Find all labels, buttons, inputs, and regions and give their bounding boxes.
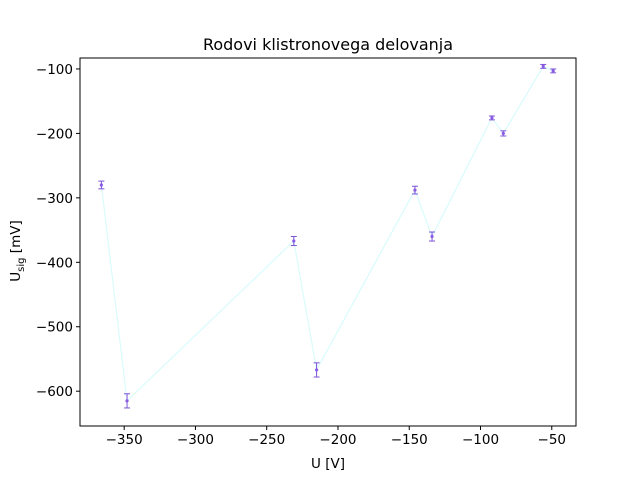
y-axis-label-main: U xyxy=(8,272,24,282)
axes-layer: −350 −300 −250 −200 −150 −100 −50 −600 −500 −400 −… xyxy=(36,57,577,448)
data-point xyxy=(290,236,297,247)
y-axis-label-unit: [mV] xyxy=(8,220,24,257)
y-tick-label: −600 xyxy=(36,384,73,400)
data-marker xyxy=(314,368,319,372)
data-point xyxy=(488,115,495,121)
data-marker xyxy=(99,183,103,187)
y-axis-label-subscript: sig xyxy=(16,257,27,271)
data-marker xyxy=(541,64,545,68)
x-tick-label: −200 xyxy=(319,432,356,448)
chart-title: Rodovi klistronovega delovanja xyxy=(203,35,453,54)
y-tick-label: −100 xyxy=(36,62,73,78)
data-marker xyxy=(125,399,129,403)
y-tick-label: −300 xyxy=(36,191,73,207)
data-point xyxy=(411,185,418,195)
data-marker xyxy=(430,234,434,239)
data-marker xyxy=(551,69,555,73)
y-tick-label: −200 xyxy=(36,126,73,142)
data-point xyxy=(540,63,547,69)
data-marker xyxy=(490,116,494,120)
y-axis-label: Usig [mV] xyxy=(8,220,27,281)
x-axis-label: U [V] xyxy=(311,456,345,472)
x-tick-label: −350 xyxy=(106,432,143,448)
axes-frame xyxy=(79,57,577,427)
data-point xyxy=(550,68,557,74)
data-point xyxy=(500,130,507,137)
y-tick-label: −500 xyxy=(36,320,73,336)
data-marker xyxy=(501,131,505,136)
data-point xyxy=(313,362,320,378)
x-tick-label: −300 xyxy=(177,432,214,448)
series-line xyxy=(100,65,554,403)
data-marker xyxy=(292,239,296,243)
data-point xyxy=(124,393,131,409)
y-tick-label: −400 xyxy=(36,255,73,271)
series-layer xyxy=(98,63,557,409)
x-tick-label: −250 xyxy=(248,432,285,448)
data-point xyxy=(98,180,105,190)
data-point xyxy=(429,231,436,242)
x-tick-label: −150 xyxy=(391,432,428,448)
x-tick-label: −100 xyxy=(462,432,499,448)
data-marker xyxy=(413,188,417,192)
x-tick-label: −50 xyxy=(538,432,567,448)
